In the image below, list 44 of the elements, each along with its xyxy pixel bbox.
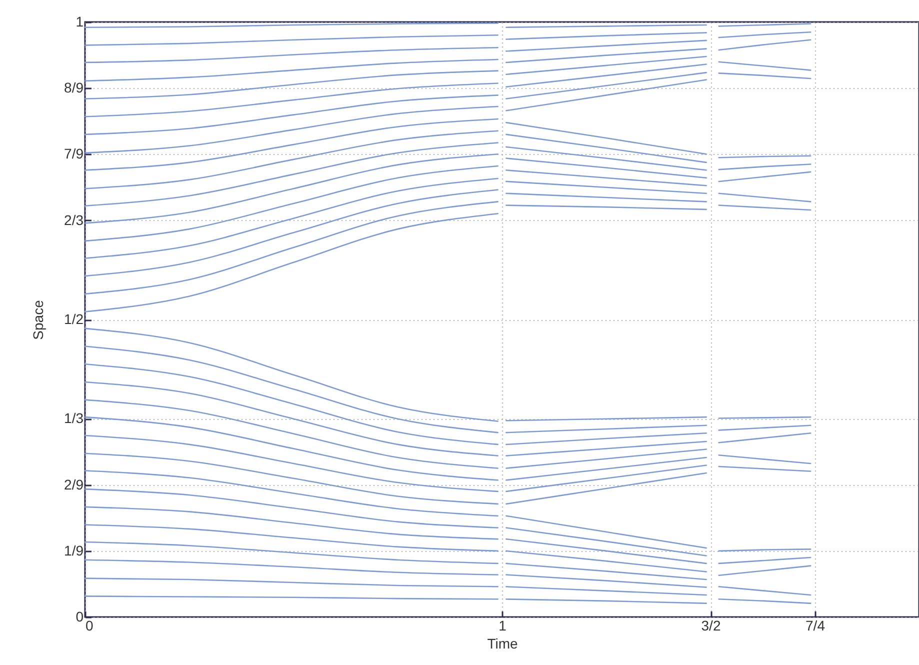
- line-series: [84, 488, 498, 528]
- line-series: [84, 153, 498, 224]
- line-series: [84, 165, 498, 242]
- line-series: [84, 82, 498, 118]
- line-series: [84, 452, 498, 505]
- x-axis-title: Time: [487, 636, 518, 652]
- y-tick-label: 1: [76, 14, 84, 30]
- x-tick-label: 7/4: [806, 618, 826, 634]
- line-series: [84, 541, 498, 564]
- y-tick-label: 7/9: [64, 146, 84, 162]
- x-tick-label: 3/2: [701, 618, 721, 634]
- line-series: [84, 130, 498, 190]
- y-tick-label: 2/9: [64, 476, 84, 492]
- line-series: [84, 34, 498, 46]
- y-axis-title: Space: [30, 300, 46, 340]
- line-series: [84, 70, 498, 100]
- y-tick-label: 8/9: [64, 80, 84, 96]
- y-tick-label: 1/9: [64, 542, 84, 558]
- line-series: [84, 106, 498, 154]
- line-series: [84, 559, 498, 576]
- line-series: [84, 58, 498, 82]
- line-series: [84, 524, 498, 552]
- line-series: [84, 363, 498, 446]
- line-series: [84, 416, 498, 481]
- line-series: [84, 201, 498, 295]
- line-series: [84, 506, 498, 540]
- y-tick-label: 2/3: [64, 212, 84, 228]
- line-series: [84, 189, 498, 277]
- line-series: [84, 434, 498, 492]
- line-series: [84, 94, 498, 136]
- y-tick-label: 1/2: [64, 311, 84, 327]
- line-series: [84, 381, 498, 456]
- line-series: [84, 118, 498, 171]
- line-series: [84, 178, 498, 259]
- line-series: [84, 399, 498, 469]
- line-series: [84, 212, 498, 312]
- line-series: [84, 142, 498, 207]
- line-series: [84, 46, 498, 64]
- x-tick-label: 1: [498, 618, 507, 634]
- line-series: [84, 578, 498, 588]
- line-series: [84, 346, 498, 434]
- y-tick-label: 1/3: [64, 410, 84, 426]
- line-series: [84, 470, 498, 516]
- line-series: [84, 328, 498, 422]
